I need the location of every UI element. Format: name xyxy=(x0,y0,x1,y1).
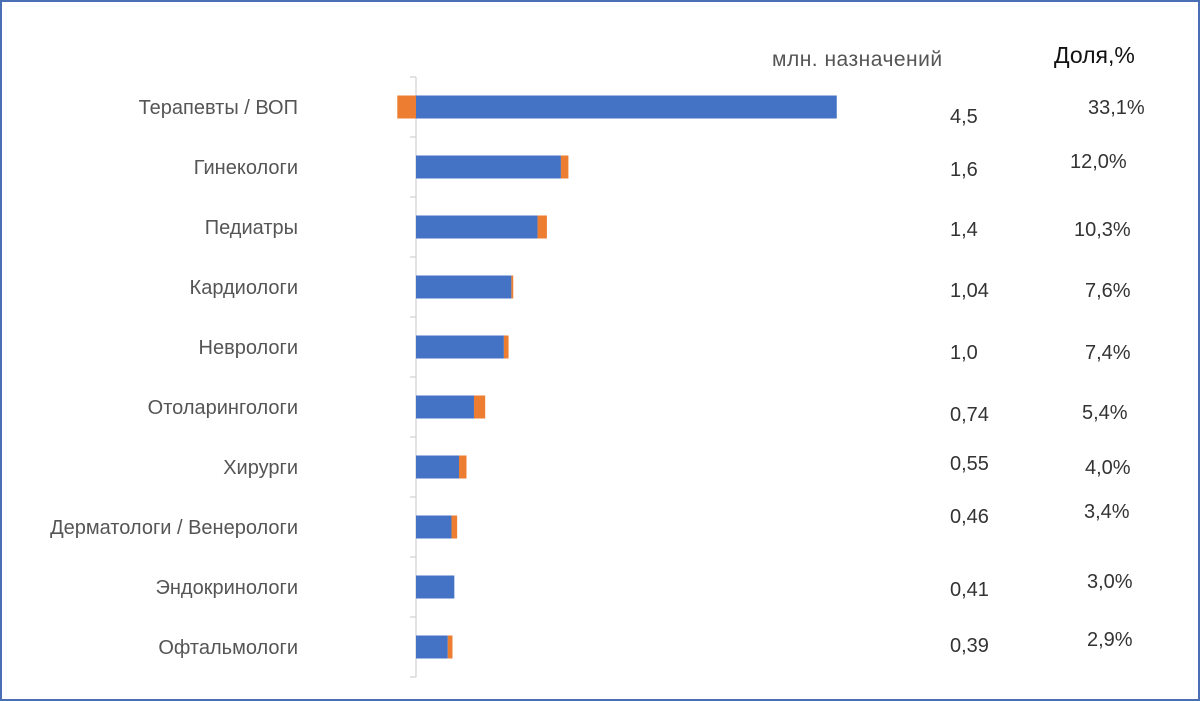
bar-series-1 xyxy=(416,575,455,599)
category-label: Кардиологи xyxy=(190,277,298,299)
share-value-label: 7,6% xyxy=(1085,280,1131,302)
volume-value-label: 1,04 xyxy=(950,280,989,302)
bar-series-1 xyxy=(416,95,837,119)
share-value-label: 10,3% xyxy=(1074,219,1131,241)
bar-series-2 xyxy=(459,455,467,479)
bar-series-1 xyxy=(416,635,448,659)
share-value-label: 12,0% xyxy=(1070,151,1127,173)
share-value-label: 3,4% xyxy=(1084,501,1130,523)
category-label: Неврологи xyxy=(199,337,298,359)
category-label: Хирурги xyxy=(223,457,298,479)
volume-value-label: 4,5 xyxy=(950,106,978,128)
share-value-label: 5,4% xyxy=(1082,402,1128,424)
volume-value-label: 0,46 xyxy=(950,506,989,528)
bar-series-1 xyxy=(416,215,538,239)
volume-value-label: 1,6 xyxy=(950,159,978,181)
share-value-label: 33,1% xyxy=(1088,97,1145,119)
bar-series-1 xyxy=(416,335,504,359)
bar-series-2 xyxy=(473,395,486,419)
volume-value-label: 0,39 xyxy=(950,635,989,657)
volume-value-label: 1,4 xyxy=(950,219,978,241)
volume-value-label: 0,55 xyxy=(950,453,989,475)
bar-series-2 xyxy=(537,215,547,239)
category-label: Гинекологи xyxy=(194,157,298,179)
bar-series-2 xyxy=(560,155,569,179)
category-label: Эндокринологи xyxy=(156,577,298,599)
bar-series-2 xyxy=(397,95,416,119)
volume-value-label: 0,74 xyxy=(950,404,989,426)
bar-series-1 xyxy=(416,395,474,419)
bar-series-2 xyxy=(503,335,509,359)
category-label: Дерматологи / Венерологи xyxy=(50,517,298,539)
category-label: Педиатры xyxy=(205,217,298,239)
share-value-label: 4,0% xyxy=(1085,457,1131,479)
bar-series-1 xyxy=(416,275,512,299)
share-value-label: 3,0% xyxy=(1087,571,1133,593)
share-value-label: 7,4% xyxy=(1085,342,1131,364)
bar-series-2 xyxy=(447,635,453,659)
share-value-label: 2,9% xyxy=(1087,629,1133,651)
category-label: Офтальмологи xyxy=(158,637,298,659)
bar-series-2 xyxy=(451,515,458,539)
category-label: Терапевты / ВОП xyxy=(139,97,298,119)
category-label: Отоларингологи xyxy=(148,397,298,419)
bar-series-1 xyxy=(416,155,561,179)
bar-series-2 xyxy=(511,275,514,299)
share-column-header: Доля,% xyxy=(1054,42,1135,68)
volume-value-label: 0,41 xyxy=(950,579,989,601)
bar-series-1 xyxy=(416,455,460,479)
bar-series-1 xyxy=(416,515,452,539)
volume-column-header: млн. назначений xyxy=(772,48,943,71)
volume-value-label: 1,0 xyxy=(950,342,978,364)
